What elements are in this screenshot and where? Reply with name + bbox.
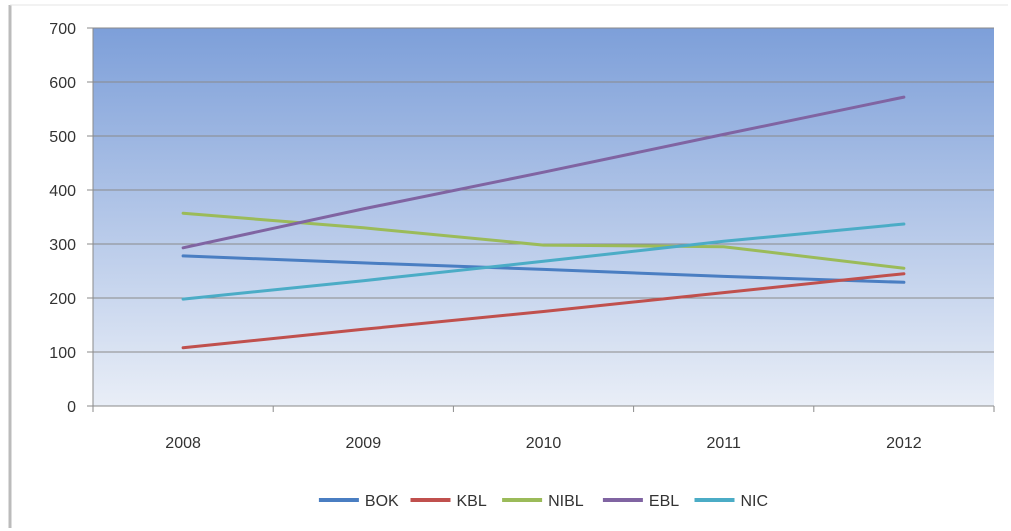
y-tick-label-300: 300 [49,237,76,254]
y-tick-label-100: 100 [49,345,76,362]
legend-label-nic: NIC [741,493,769,510]
series-line-bok [181,254,906,284]
axes: 0 100 200 300 400 500 600 700 2008 2009 2010 2011 20… [49,21,995,452]
x-tick-label-2009: 2009 [346,435,382,452]
y-tick-label-200: 200 [49,291,76,308]
series-line-ebl [181,95,906,250]
gridlines [93,27,994,353]
legend: BOK KBL NIBL EBL NIC [318,493,769,510]
x-tick-label-2012: 2012 [886,435,922,452]
x-tick-label-2011: 2011 [706,435,741,452]
legend-label-kbl: KBL [457,493,487,510]
series-line-nic [181,222,906,301]
legend-label-nibl: NIBL [548,493,584,510]
legend-label-bok: BOK [365,493,399,510]
x-tick-label-2008: 2008 [165,435,201,452]
series-lines [181,95,906,350]
y-tick-label-700: 700 [49,21,76,38]
y-tick-label-400: 400 [49,183,76,200]
y-tick-label-600: 600 [49,75,76,92]
legend-label-ebl: EBL [649,493,679,510]
series-line-kbl [181,272,906,350]
y-tick-label-500: 500 [49,129,76,146]
x-tick-label-2010: 2010 [526,435,562,452]
y-tick-label-0: 0 [67,399,76,416]
